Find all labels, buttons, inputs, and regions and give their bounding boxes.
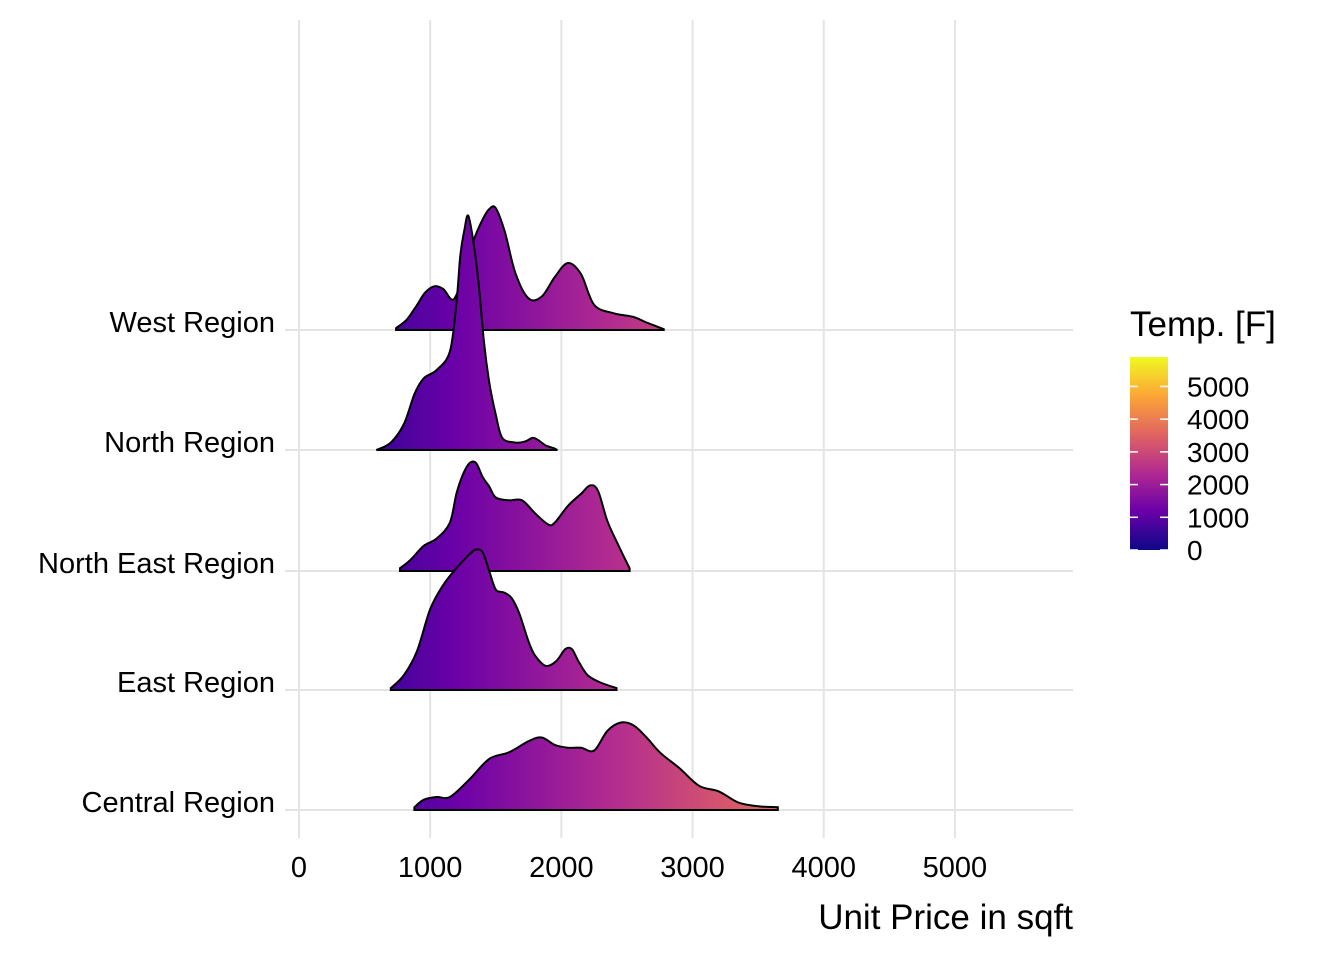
x-tick-label: 4000 bbox=[791, 852, 856, 884]
y-tick-label: West Region bbox=[110, 307, 276, 339]
y-tick-labels: Central Region East Region North East Regi… bbox=[38, 307, 275, 819]
ridge-north-region bbox=[375, 214, 558, 451]
legend-tick-label: 3000 bbox=[1187, 437, 1249, 468]
x-tick-label: 2000 bbox=[529, 852, 594, 884]
legend-tick-label: 4000 bbox=[1187, 404, 1249, 435]
legend-tick-label: 0 bbox=[1187, 535, 1203, 566]
legend-tick-label: 1000 bbox=[1187, 502, 1249, 533]
ridge-layer bbox=[375, 205, 779, 811]
legend-tick-label: 2000 bbox=[1187, 470, 1249, 501]
legend-title: Temp. [F] bbox=[1130, 305, 1276, 344]
x-tick-label: 5000 bbox=[923, 852, 988, 884]
x-tick-label: 0 bbox=[291, 852, 307, 884]
ridge-north-east-region bbox=[399, 460, 631, 572]
ridge-east-region bbox=[389, 548, 618, 691]
x-tick-label: 3000 bbox=[660, 852, 725, 884]
legend-tick-label: 5000 bbox=[1187, 371, 1249, 402]
y-tick-label: North East Region bbox=[38, 548, 275, 580]
ridge-central-region bbox=[413, 721, 779, 811]
x-axis-title: Unit Price in sqft bbox=[818, 898, 1073, 937]
x-tick-label: 1000 bbox=[398, 852, 463, 884]
x-tick-labels: 0 1000 2000 3000 4000 5000 bbox=[291, 852, 987, 884]
ridge-west-region bbox=[395, 205, 665, 331]
y-tick-label: East Region bbox=[117, 667, 275, 699]
y-tick-label: North Region bbox=[104, 427, 275, 459]
y-tick-label: Central Region bbox=[82, 787, 275, 819]
